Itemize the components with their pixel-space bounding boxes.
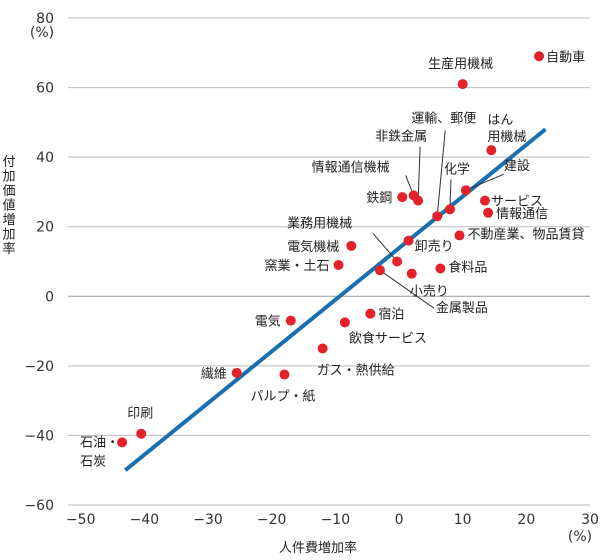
point-label: 鉄鋼 <box>366 191 392 206</box>
data-point <box>231 367 242 378</box>
point-label: 電気機械 <box>287 239 339 255</box>
data-point <box>136 428 147 439</box>
data-point <box>454 230 465 241</box>
leader-lines <box>372 130 505 309</box>
point-label: 宿泊 <box>378 307 404 323</box>
data-point <box>534 51 545 62</box>
point-label: 業務用機械 <box>287 216 352 232</box>
x-axis-title: 人件費増加率 <box>279 540 357 556</box>
point-label: 非鉄金属 <box>375 129 427 145</box>
point-label: 石油・石炭 <box>80 435 119 469</box>
x-tick-label: −20 <box>257 512 287 528</box>
y-tick-label: −60 <box>24 498 54 514</box>
y-tick-label: 60 <box>36 81 54 97</box>
point-label: 窯業・土石 <box>265 258 330 274</box>
point-label: 繊維 <box>201 366 227 382</box>
data-point <box>374 265 385 276</box>
data-point <box>285 315 296 326</box>
leader-line <box>449 179 452 210</box>
y-tick-label: 20 <box>36 220 54 236</box>
y-axis-title-text: 付加価値増加率 <box>2 155 15 257</box>
x-tick-label: −10 <box>321 512 351 528</box>
data-point <box>117 437 128 448</box>
y-tick-label: 40 <box>36 150 54 166</box>
data-point <box>339 317 350 328</box>
point-label: 情報通信 <box>496 207 548 222</box>
leader-line <box>372 233 398 262</box>
y-tick-label: 0 <box>45 289 54 305</box>
point-label: ガス・熱供給 <box>317 363 395 378</box>
x-tick-label: −30 <box>193 512 223 528</box>
point-label: はん用機械 <box>487 113 526 145</box>
data-point <box>408 190 419 201</box>
point-label: 生産用機械 <box>428 56 493 72</box>
data-point <box>397 192 408 203</box>
x-tick-label: −50 <box>66 512 96 528</box>
x-tick-label: 10 <box>454 512 472 528</box>
data-point <box>279 369 290 380</box>
data-point <box>444 204 455 215</box>
data-point <box>479 195 490 206</box>
point-label: 食料品 <box>448 259 487 275</box>
y-tick-label: −40 <box>24 428 54 444</box>
x-tick-label: 20 <box>517 512 535 528</box>
data-point <box>392 256 403 267</box>
data-point <box>365 308 376 319</box>
leader-line <box>379 269 435 309</box>
gridlines <box>68 17 590 506</box>
x-tick-labels: −50 −40 −30 −20 −10 0 10 20 30 <box>66 512 599 528</box>
x-tick-label: 0 <box>395 512 404 528</box>
trend-line <box>124 127 547 472</box>
leader-line <box>436 130 446 217</box>
point-label: 飲食サービス <box>349 330 427 346</box>
y-tick-label: −20 <box>24 359 54 375</box>
point-label: 金属製品 <box>436 300 488 316</box>
point-label: 不動産業、物品賃貸 <box>468 226 585 242</box>
point-label: 自動車 <box>546 50 585 65</box>
point-label: 建設 <box>504 158 530 174</box>
data-point <box>460 185 471 196</box>
data-point <box>457 79 468 90</box>
point-label: 電気 <box>255 314 281 330</box>
y-unit-label: (%) <box>30 25 54 41</box>
y-tick-labels: −60 −40 −20 0 20 40 60 80 <box>24 11 54 514</box>
point-label: 運輸、郵便 <box>411 111 476 126</box>
point-label: 印刷 <box>127 407 153 422</box>
leader-line <box>465 173 505 191</box>
data-point <box>346 240 357 251</box>
data-point <box>435 263 446 274</box>
point-label: サービス <box>491 195 543 210</box>
point-label: 卸売り <box>415 239 454 255</box>
data-point <box>333 259 344 270</box>
x-tick-label: −40 <box>130 512 160 528</box>
point-label: 小売り <box>410 284 449 300</box>
point-label: パルプ・紙 <box>250 390 315 405</box>
data-point <box>486 145 497 156</box>
point-label: 化学 <box>444 161 470 177</box>
data-point <box>406 268 417 279</box>
data-point <box>483 207 494 218</box>
x-tick-label: 30 <box>581 512 599 528</box>
x-unit-label: (%) <box>568 529 592 545</box>
data-point <box>317 343 328 354</box>
y-tick-label: 80 <box>36 11 54 27</box>
y-axis-title: 付加価値増加率 <box>2 155 15 257</box>
leader-line <box>417 146 421 201</box>
data-points <box>117 51 545 448</box>
data-point <box>403 235 414 246</box>
point-label: 情報通信機械 <box>312 160 390 175</box>
data-point <box>432 211 443 222</box>
